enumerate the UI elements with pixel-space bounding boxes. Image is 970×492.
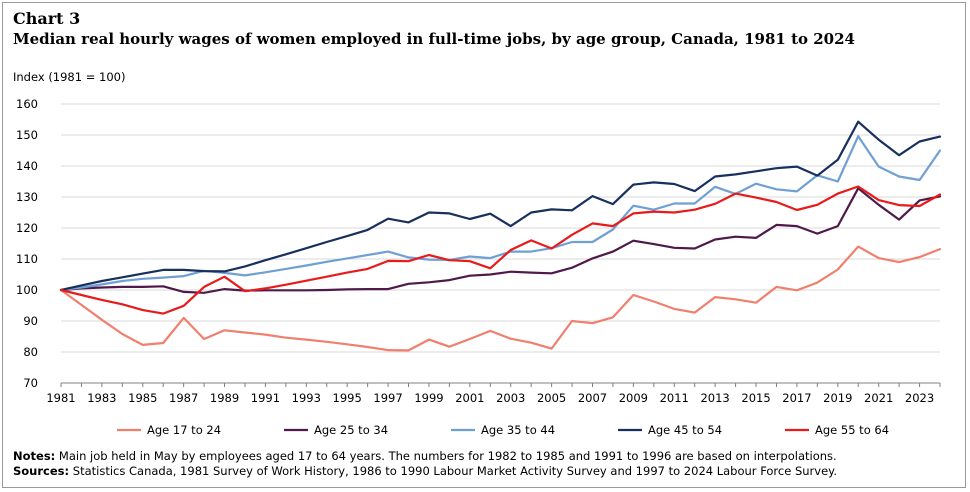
sources-label: Sources: xyxy=(13,464,70,478)
legend-label-age-17-to-24: Age 17 to 24 xyxy=(147,423,221,437)
chart-title: Median real hourly wages of women employ… xyxy=(13,30,855,48)
series-line-age-25-to-34 xyxy=(59,187,942,294)
y-tick-label: 110 xyxy=(16,252,38,266)
y-tick-label: 90 xyxy=(23,314,38,328)
y-tick-label: 150 xyxy=(16,128,38,142)
y-tick-label: 70 xyxy=(23,376,38,390)
legend: Age 17 to 24 Age 25 to 34 Age 35 to 44 Age … xyxy=(117,423,889,437)
x-tick-label: 1981 xyxy=(46,391,75,405)
x-tick-label: 2003 xyxy=(496,391,525,405)
legend-label-age-25-to-34: Age 25 to 34 xyxy=(314,423,388,437)
chart-label: Chart 3 xyxy=(13,9,81,28)
notes-line: Notes: Main job held in May by employees… xyxy=(13,449,837,464)
y-tick-label: 140 xyxy=(16,159,38,173)
legend-label-age-45-to-54: Age 45 to 54 xyxy=(648,423,722,437)
x-tick-label: 2011 xyxy=(660,391,689,405)
y-tick-label: 160 xyxy=(16,97,38,111)
sources-line: Sources: Statistics Canada, 1981 Survey … xyxy=(13,464,837,479)
series-line-age-35-to-44 xyxy=(59,135,942,292)
notes-text: Main job held in May by employees aged 1… xyxy=(55,449,837,463)
x-tick-label: 2013 xyxy=(700,391,729,405)
y-tick-label: 120 xyxy=(16,221,38,235)
x-tick-label: 1999 xyxy=(414,391,443,405)
series-lines xyxy=(59,120,942,352)
x-tick-label: 1989 xyxy=(210,391,239,405)
y-axis-label: Index (1981 = 100) xyxy=(13,70,126,84)
series-line-age-17-to-24 xyxy=(59,245,942,352)
series-line-age-55-to-64 xyxy=(59,185,942,315)
y-tick-label: 80 xyxy=(23,345,38,359)
notes-block: Notes: Main job held in May by employees… xyxy=(13,449,837,479)
series-line-age-45-to-54 xyxy=(59,120,942,292)
x-tick-label: 2019 xyxy=(823,391,852,405)
x-tick-label: 1997 xyxy=(373,391,402,405)
notes-label: Notes: xyxy=(13,449,56,463)
legend-label-age-55-to-64: Age 55 to 64 xyxy=(815,423,889,437)
x-tick-label: 2007 xyxy=(578,391,607,405)
gridlines xyxy=(61,103,940,353)
x-tick-label: 2001 xyxy=(455,391,484,405)
x-tick-label: 1987 xyxy=(169,391,198,405)
y-tick-label: 100 xyxy=(16,283,38,297)
x-tick-label: 1991 xyxy=(251,391,280,405)
x-tick-label: 2017 xyxy=(782,391,811,405)
x-tick-label: 2015 xyxy=(741,391,770,405)
legend-label-age-35-to-44: Age 35 to 44 xyxy=(481,423,555,437)
x-tick-label: 2023 xyxy=(905,391,934,405)
x-tick-label: 1985 xyxy=(128,391,157,405)
y-tick-label: 130 xyxy=(16,190,38,204)
axes: 70 80 90 100 110 120 130 140 150 160 1981 1983 1985 1… xyxy=(16,97,941,405)
x-tick-label: 2021 xyxy=(864,391,893,405)
x-tick-label: 2009 xyxy=(619,391,648,405)
x-tick-label: 1993 xyxy=(292,391,321,405)
x-tick-label: 2005 xyxy=(537,391,566,405)
x-tick-label: 1995 xyxy=(333,391,362,405)
x-tick-label: 1983 xyxy=(87,391,116,405)
sources-text: Statistics Canada, 1981 Survey of Work H… xyxy=(69,464,837,478)
